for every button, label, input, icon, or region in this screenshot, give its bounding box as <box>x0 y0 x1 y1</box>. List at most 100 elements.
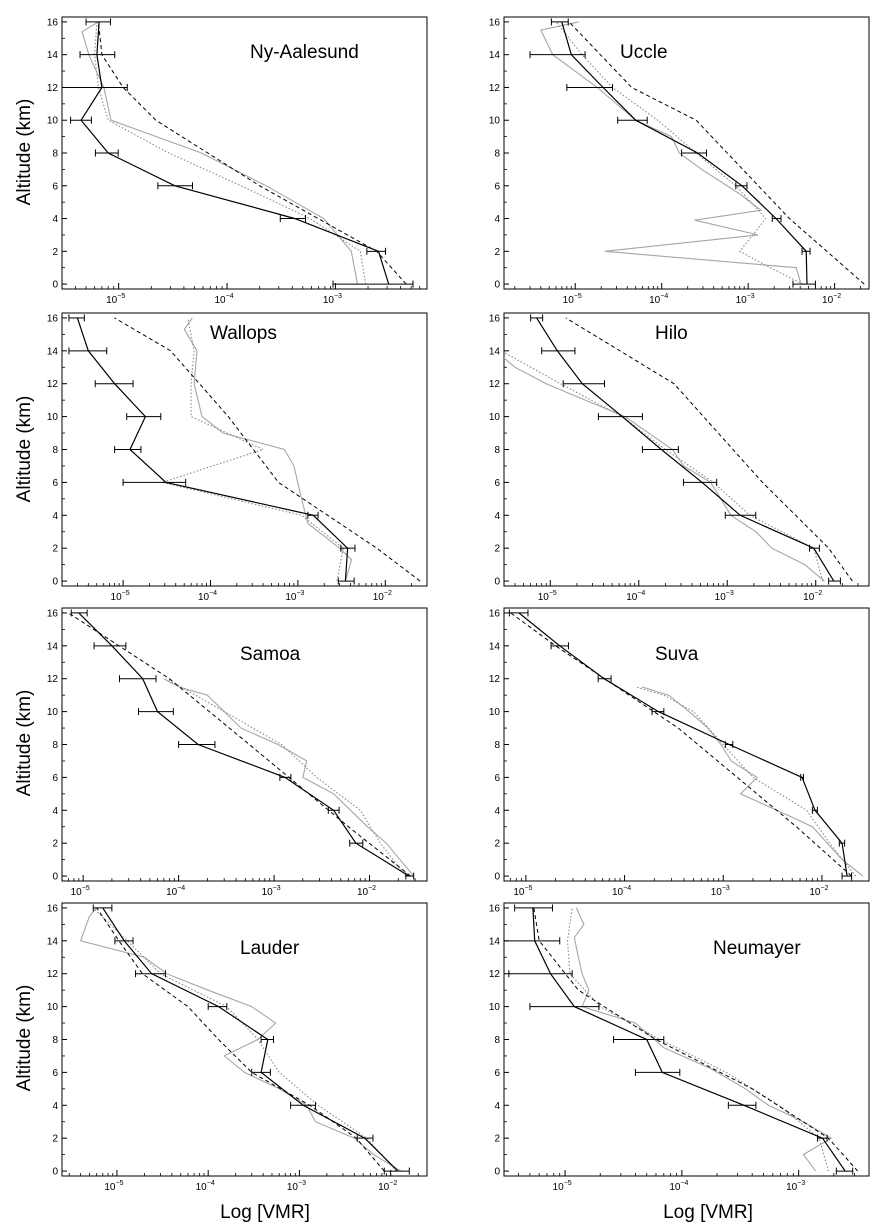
plot-area <box>62 18 414 288</box>
y-tick-label: 6 <box>494 773 500 784</box>
series-profile-line <box>504 357 825 582</box>
x-tick-label: 10−5 <box>563 293 582 306</box>
x-tick-label: 10−5 <box>106 293 125 306</box>
y-tick-label: 16 <box>47 608 59 619</box>
x-tick-label: 10−2 <box>803 590 822 603</box>
panel-6: 0 2 4 6 8 10 12 14 16 10−5 10−4 10−3 10−2 Suva <box>489 607 870 898</box>
y-axis-title: Altitude (km) <box>14 396 35 503</box>
y-tick-label: 4 <box>494 806 500 817</box>
panel-title: Uccle <box>620 42 668 63</box>
y-tick-label: 10 <box>489 412 501 423</box>
series-profile-line <box>163 678 415 877</box>
y-axis-title: Altitude (km) <box>14 690 35 797</box>
x-tick-label: 10−5 <box>553 1180 572 1193</box>
x-tick-label: 10−5 <box>538 590 557 603</box>
x-tick-label: 10−4 <box>612 885 631 898</box>
y-tick-label: 10 <box>47 412 59 423</box>
y-tick-label: 12 <box>489 969 501 980</box>
series-profile-line <box>183 317 353 582</box>
y-tick-label: 2 <box>494 1134 500 1145</box>
series-dashed-line <box>565 317 853 582</box>
y-tick-label: 12 <box>47 674 59 685</box>
y-tick-label: 14 <box>489 50 501 61</box>
series-profile-line <box>539 21 802 285</box>
y-tick-label: 14 <box>489 936 501 947</box>
y-tick-label: 8 <box>494 740 500 751</box>
x-tick-label: 10−4 <box>626 590 645 603</box>
y-tick-label: 16 <box>489 313 501 324</box>
y-axis-title: Altitude (km) <box>14 985 35 1092</box>
x-tick-label: 10−4 <box>649 293 668 306</box>
y-tick-label: 6 <box>52 773 58 784</box>
y-tick-label: 8 <box>494 1035 500 1046</box>
y-tick-label: 8 <box>52 445 58 456</box>
series-profile-line <box>641 686 864 877</box>
x-axis-title: Log [VMR] <box>220 1202 310 1222</box>
x-tick-label: 10−4 <box>166 885 185 898</box>
x-tick-label: 10−4 <box>198 590 217 603</box>
y-tick-label: 16 <box>47 17 59 28</box>
y-tick-label: 14 <box>47 936 59 947</box>
x-tick-label: 10−3 <box>736 293 755 306</box>
series-model-line <box>94 21 367 285</box>
panels: 0 2 4 6 8 10 12 14 16 10−5 10−4 10−3 Ny-Aalesund 0 2 4 6… <box>47 16 870 1193</box>
y-tick-label: 10 <box>47 1002 59 1013</box>
y-tick-label: 8 <box>494 149 500 160</box>
x-tick-label: 10−4 <box>669 1180 688 1193</box>
x-axis-title: Log [VMR] <box>663 1202 753 1222</box>
x-tick-label: 10−4 <box>214 293 233 306</box>
x-tick-label: 10−2 <box>357 885 376 898</box>
x-tick-label: 10−3 <box>287 1180 306 1193</box>
y-tick-label: 2 <box>52 247 58 258</box>
y-tick-label: 4 <box>52 214 58 225</box>
series-model-line <box>92 907 397 1172</box>
y-tick-label: 12 <box>489 379 501 390</box>
y-tick-label: 4 <box>494 511 500 522</box>
y-tick-label: 16 <box>489 17 501 28</box>
series-dashed-line <box>68 612 412 877</box>
y-tick-label: 4 <box>494 214 500 225</box>
y-tick-label: 8 <box>494 445 500 456</box>
y-tick-label: 6 <box>494 1068 500 1079</box>
plot-area <box>79 904 410 1175</box>
x-tick-label: 10−4 <box>196 1180 215 1193</box>
y-tick-label: 2 <box>494 247 500 258</box>
x-tick-label: 10−2 <box>822 293 841 306</box>
y-tick-label: 12 <box>47 83 59 94</box>
panel-title: Suva <box>655 644 699 665</box>
series-dashed-line <box>510 612 852 877</box>
panel-title: Ny-Aalesund <box>250 42 359 63</box>
x-tick-label: 10−5 <box>513 885 532 898</box>
series-model-line <box>160 317 344 582</box>
y-tick-label: 2 <box>494 839 500 850</box>
y-tick-label: 10 <box>489 1002 501 1013</box>
y-tick-label: 10 <box>489 116 501 127</box>
x-tick-label: 10−5 <box>104 1180 123 1193</box>
x-tick-label: 10−3 <box>262 885 281 898</box>
y-tick-label: 6 <box>494 181 500 192</box>
x-tick-label: 10−5 <box>71 885 90 898</box>
y-tick-label: 4 <box>52 511 58 522</box>
series-profile-line <box>573 907 833 1172</box>
y-tick-label: 16 <box>489 903 501 914</box>
y-tick-label: 14 <box>489 641 501 652</box>
x-tick-label: 10−2 <box>373 590 392 603</box>
series-model-line <box>555 21 804 285</box>
y-tick-label: 0 <box>494 577 500 588</box>
y-tick-label: 2 <box>52 1134 58 1145</box>
y-tick-label: 12 <box>47 969 59 980</box>
panel-7: 0 2 4 6 8 10 12 14 16 10−5 10−4 10−3 10−2 Lauder <box>47 902 428 1193</box>
y-tick-label: 12 <box>489 83 501 94</box>
y-tick-label: 2 <box>52 839 58 850</box>
y-tick-label: 6 <box>52 181 58 192</box>
plot-area <box>68 609 415 880</box>
plot-area <box>508 609 864 880</box>
series-dashed-line <box>533 907 859 1172</box>
panel-3: 0 2 4 6 8 10 12 14 16 10−5 10−4 10−3 10−2 Wallops <box>47 312 428 603</box>
y-tick-label: 16 <box>489 608 501 619</box>
series-dashed-line <box>114 317 421 582</box>
panel-2: 0 2 4 6 8 10 12 14 16 10−5 10−4 10−3 10−2 Uccle <box>489 16 870 306</box>
y-tick-label: 12 <box>47 379 59 390</box>
